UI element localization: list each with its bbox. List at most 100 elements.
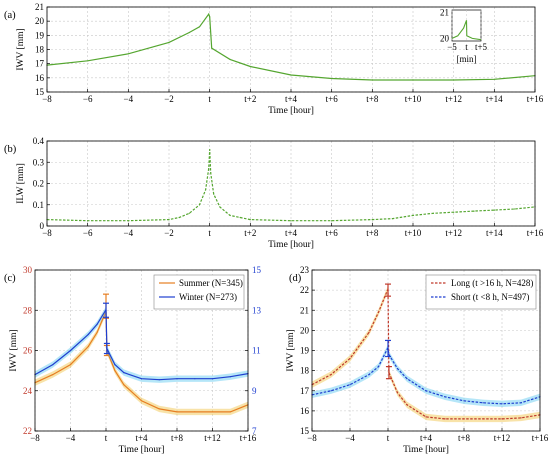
series-band-1	[312, 345, 540, 407]
x-axis-label: Time [hour]	[119, 445, 165, 455]
x-tick-label: t+12	[445, 94, 462, 104]
data-point	[377, 366, 380, 368]
data-point	[229, 411, 231, 413]
x-tick-label: −2	[164, 94, 174, 104]
y-tick-label: 26	[23, 346, 33, 356]
data-point	[392, 218, 394, 220]
data-point	[453, 79, 455, 81]
data-point	[406, 378, 408, 380]
x-tick-label: t+14	[486, 94, 503, 104]
data-point	[396, 392, 399, 394]
y2-tick-label: 7	[252, 426, 257, 436]
data-point	[87, 220, 89, 222]
x-tick-label: −4	[124, 94, 134, 104]
data-point	[501, 418, 503, 420]
data-point	[205, 189, 207, 191]
data-point	[178, 216, 180, 219]
data-point	[96, 323, 98, 325]
data-point	[176, 378, 178, 380]
data-point	[158, 408, 160, 410]
data-point	[123, 372, 125, 374]
data-point	[412, 214, 414, 216]
y-tick-label: 0.3	[33, 157, 45, 167]
x-tick-label: t+12	[204, 433, 221, 443]
inset-x-tick-label: t+5	[475, 42, 488, 52]
data-point	[229, 376, 231, 378]
data-point	[69, 364, 72, 366]
data-point	[349, 384, 351, 386]
data-point	[194, 378, 196, 380]
data-point	[444, 396, 446, 398]
x-tick-label: t+16	[527, 94, 544, 104]
y-tick-label: 20	[35, 16, 45, 26]
data-point	[371, 79, 373, 81]
x-tick-label: t+14	[486, 228, 503, 238]
inset-x-tick-label: t	[465, 42, 468, 52]
series-line-0	[46, 12, 536, 81]
x-tick-label: t+4	[420, 433, 433, 443]
data-point	[114, 364, 116, 366]
y-tick-label: 20	[300, 325, 310, 335]
x-tick-label: t+6	[326, 94, 339, 104]
data-point	[219, 206, 221, 208]
panel-d: −8 −4 t t+4 t+8 t+12 t+16 15 16 17 18 19 20 21 22 23 Tim…	[286, 265, 549, 455]
panel-b: −8 −6 −4 −2 t t+2 t+4 t+6 t+8 t+10 t+12 t+14 t+16 0 0.…	[4, 136, 544, 250]
x-tick-label: t+10	[405, 228, 422, 238]
x-tick-label: −8	[30, 433, 40, 443]
y-axis-label: ILW [mm]	[16, 163, 26, 204]
inset-y-tick-label: 21	[440, 8, 449, 18]
x-tick-label: −8	[42, 228, 52, 238]
data-point	[330, 374, 332, 376]
data-point	[377, 311, 380, 313]
y-tick-label: 22	[23, 426, 32, 436]
data-point	[482, 402, 484, 404]
y2-tick-label: 15	[252, 265, 262, 275]
legend-box	[153, 274, 245, 310]
legend-label: Long (t >16 h, N=428)	[451, 278, 533, 288]
panel-label: (c)	[4, 273, 16, 284]
data-point	[473, 210, 475, 212]
inset-plot: −5 t t+5 20 21 [min]	[440, 8, 488, 64]
data-point	[331, 77, 333, 80]
inset-x-tick-label: −5	[447, 42, 457, 52]
data-point	[463, 418, 465, 420]
data-point	[198, 204, 201, 206]
x-tick-label: t+16	[527, 228, 544, 238]
x-tick-label: t	[208, 94, 211, 104]
x-tick-label: t+8	[366, 228, 379, 238]
y-tick-label: 16	[35, 73, 45, 83]
data-point	[127, 53, 129, 55]
y-tick-label: 17	[35, 59, 45, 69]
data-point	[87, 345, 89, 348]
data-point	[290, 220, 292, 222]
y-tick-label: 21	[35, 2, 44, 12]
data-point	[396, 368, 399, 370]
y-axis-label: IWV [mm]	[286, 329, 296, 371]
panel-label: (d)	[289, 273, 302, 284]
y-tick-label: 19	[300, 346, 310, 356]
data-point	[331, 220, 333, 222]
data-point	[208, 13, 210, 15]
data-point	[52, 364, 54, 366]
x-tick-label: t+4	[285, 94, 298, 104]
x-tick-label: t	[105, 433, 108, 443]
data-point	[211, 47, 213, 49]
x-tick-label: t+8	[171, 433, 184, 443]
legend-label: Winter (N=273)	[179, 292, 237, 302]
x-tick-label: t+2	[244, 228, 256, 238]
data-point	[368, 374, 370, 376]
data-point	[140, 378, 143, 380]
data-point	[209, 16, 211, 18]
x-tick-label: t+12	[445, 228, 462, 238]
legend-box	[425, 274, 537, 310]
data-point	[229, 214, 231, 216]
data-point	[211, 411, 214, 413]
data-point	[176, 411, 178, 413]
y-axis-label: IWV [mm]	[16, 28, 26, 70]
y-tick-label: 30	[23, 265, 33, 275]
x-tick-label: −2	[164, 228, 174, 238]
x-tick-label: −4	[66, 433, 76, 443]
y-tick-label: 0.2	[33, 179, 44, 189]
y-tick-label: 18	[35, 45, 45, 55]
